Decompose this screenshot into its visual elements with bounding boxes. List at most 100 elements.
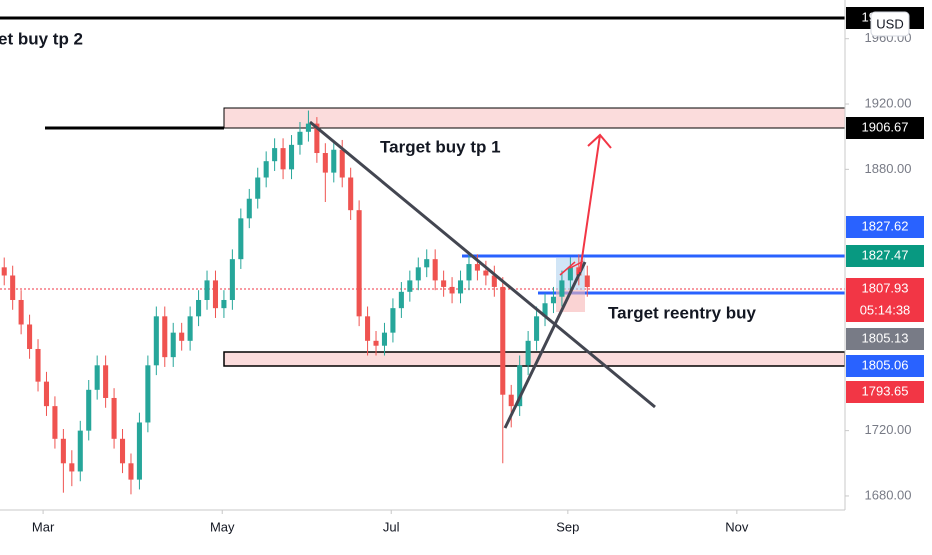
candle-body (500, 286, 506, 395)
price-label: 1793.65 (862, 383, 909, 398)
candle-body (559, 280, 565, 297)
candle-body (381, 332, 388, 346)
trend-line (309, 120, 656, 409)
candle-body (373, 340, 379, 346)
candle-body (119, 438, 126, 464)
candle-body (212, 280, 219, 309)
candle-body (365, 316, 371, 341)
candle-body (508, 394, 514, 407)
candle-body (466, 264, 472, 281)
candle-body (542, 303, 548, 317)
candle-body (525, 340, 531, 366)
trend-line (503, 261, 587, 429)
candle-body (153, 316, 159, 366)
candle-body (339, 149, 345, 178)
candle-body (474, 264, 480, 271)
candle-body (35, 348, 41, 382)
candle-body (584, 275, 590, 288)
candle-body (111, 397, 117, 439)
candle-body (424, 259, 430, 268)
candle-body (356, 210, 362, 317)
candle-body (314, 123, 320, 154)
candle-body (1, 267, 7, 276)
candle-body (288, 144, 295, 170)
candle-body (457, 280, 464, 294)
x-tick-label: May (210, 519, 235, 534)
candle-body (170, 332, 176, 358)
candle-body (77, 430, 83, 472)
candle-body (534, 316, 540, 341)
candle-body (297, 131, 303, 145)
arrow (559, 260, 584, 276)
candle-body (60, 438, 66, 464)
candle-body (246, 198, 252, 219)
price-label: 1906.67 (862, 119, 909, 134)
candle-body (415, 267, 421, 281)
price-label: 1805.06 (862, 357, 909, 372)
candle-body (10, 275, 16, 300)
candle-body (52, 406, 58, 439)
candle-body (550, 296, 557, 304)
candle-body (103, 365, 109, 398)
candle-body (145, 365, 151, 423)
candle-body (398, 291, 404, 309)
candle-body (229, 259, 235, 300)
candle-body (255, 177, 261, 199)
candle-body (331, 149, 337, 173)
candle-body (238, 218, 244, 260)
y-tick-label: 1920.00 (865, 95, 912, 110)
candle-body (162, 316, 168, 358)
candle-body (27, 324, 33, 349)
price-label: 05:14:38 (860, 302, 911, 317)
candle-body (567, 267, 573, 281)
candle-body (517, 365, 523, 407)
candle-body (449, 286, 455, 294)
x-tick-label: Jul (383, 519, 400, 534)
candles (1, 110, 590, 495)
candle-body (263, 161, 269, 178)
candle-body (272, 148, 278, 162)
price-label-bg (846, 216, 924, 238)
price-label: 1827.47 (862, 247, 909, 262)
arrow (579, 133, 612, 273)
candle-body (43, 381, 50, 407)
y-tick-label: 1880.00 (865, 161, 912, 176)
candle-body (187, 316, 193, 341)
candle-body (390, 308, 396, 333)
candle-body (322, 153, 328, 173)
price-label-bg (846, 245, 924, 267)
candle-body (18, 299, 24, 325)
y-tick-label: 1720.00 (865, 422, 912, 437)
candle-body (196, 299, 202, 317)
price-label: 1827.62 (862, 218, 909, 233)
candle-body (221, 299, 227, 309)
candle-body (348, 177, 354, 211)
price-label: 1807.93 (862, 280, 909, 295)
currency: USD (876, 16, 903, 31)
candle-body (280, 148, 286, 170)
price-label-bg (846, 328, 924, 350)
x-tick-label: Sep (556, 519, 579, 534)
price-axis (845, 0, 932, 550)
candle-body (86, 389, 92, 431)
price-label-bg (846, 278, 924, 300)
candle-body (94, 365, 100, 390)
annotation: Target buy tp 1 (380, 137, 501, 156)
candle-body (136, 422, 142, 480)
x-tick-label: Nov (725, 519, 749, 534)
currency-badge[interactable] (870, 11, 910, 37)
y-tick-label: 1680.00 (865, 487, 912, 502)
candle-body (305, 123, 311, 132)
candle-body (128, 463, 134, 480)
candle-body (204, 280, 210, 300)
trend-lines (309, 120, 656, 429)
price-label-bg (846, 300, 924, 322)
x-tick-label: Mar (32, 519, 55, 534)
price-label-bg (846, 355, 924, 377)
price-label: 1805.13 (862, 330, 909, 345)
candle-body (432, 259, 438, 281)
candle-body (407, 280, 413, 292)
